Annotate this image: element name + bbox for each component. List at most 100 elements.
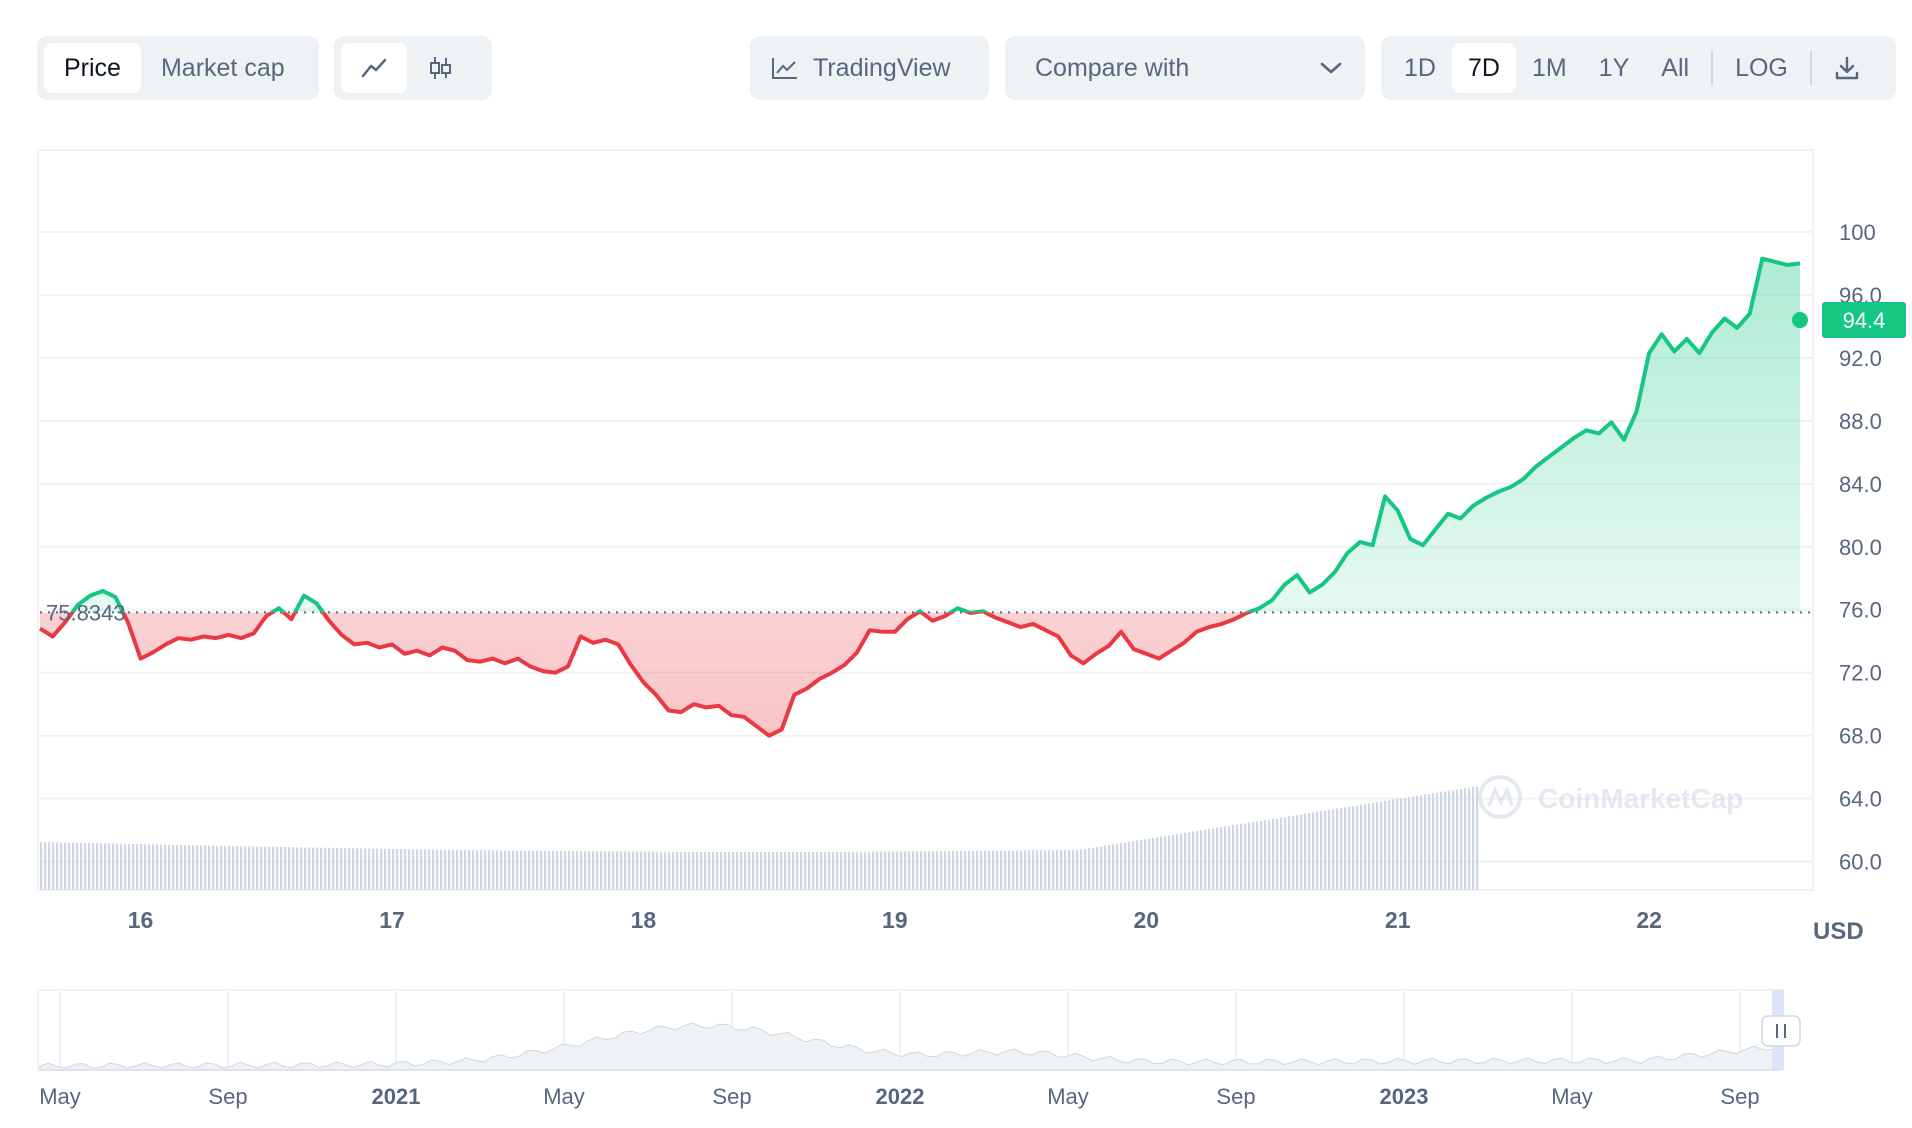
volume-bar [384,848,387,890]
volume-bar [676,851,679,890]
range-1y[interactable]: 1Y [1598,53,1630,82]
range-1d[interactable]: 1D [1404,53,1436,82]
volume-bar [1072,849,1075,890]
volume-bar [200,845,203,890]
volume-bar [1268,819,1271,890]
volume-bar [748,851,751,890]
volume-bar [1344,807,1347,890]
navigator-tick-label: Sep [712,1084,751,1109]
navigator[interactable]: May Sep 2021 May Sep 2022 May Sep 2023 May Sep [37,989,1801,1109]
tradingview-button[interactable]: TradingView [750,36,989,100]
volume-bar [276,846,279,890]
volume-bar [904,851,907,890]
navigator-history-area [39,1022,1781,1071]
candlestick-button[interactable] [407,43,473,93]
volume-bar [1288,816,1291,890]
volume-bar [1052,850,1055,890]
volume-bar [1088,848,1091,890]
volume-bar [1096,846,1099,890]
volume-bar [720,851,723,890]
volume-bar [1468,787,1471,890]
compare-dropdown[interactable]: Compare with [1005,36,1365,100]
volume-bar [848,851,851,890]
volume-bar [932,851,935,890]
series-line-down [38,612,1255,738]
navigator-tick-label: May [1551,1084,1593,1109]
volume-bar [1080,849,1083,890]
volume-bar [844,851,847,890]
volume-bar [600,851,603,890]
volume-bar [360,848,363,890]
volume-bar [688,851,691,890]
download-button[interactable] [1818,43,1876,93]
y-tick-label: 100 [1839,220,1876,245]
volume-bar [1444,791,1447,890]
volume-bar [916,851,919,890]
navigator-tick-label: 2021 [372,1084,421,1109]
volume-bar [316,847,319,890]
volume-bar [620,851,623,890]
volume-bar [592,851,595,890]
x-tick-label: 22 [1636,907,1662,933]
line-chart-button[interactable] [341,43,407,93]
log-toggle[interactable]: LOG [1735,53,1788,82]
volume-bar [860,851,863,890]
volume-bar [1148,838,1151,890]
volume-bar [452,849,455,890]
tab-price[interactable]: Price [44,43,141,93]
volume-bar [1172,834,1175,890]
volume-bar [952,851,955,890]
chart-toolbar: Price Market cap TradingView Compare wit… [0,0,1912,110]
volume-bar [220,845,223,890]
volume-bar [240,846,243,890]
volume-bar [140,844,143,890]
range-all[interactable]: All [1661,53,1690,82]
volume-bar [868,851,871,890]
volume-bar [1020,850,1023,890]
current-point-marker[interactable] [1792,312,1808,329]
volume-bar [1044,850,1047,890]
volume-bar [476,850,479,890]
volume-bar [1392,799,1395,890]
divider [1711,51,1714,85]
range-1m[interactable]: 1M [1531,53,1567,82]
volume-bar [280,846,283,890]
x-axis: 16 17 18 19 20 21 22 [128,907,1662,933]
volume-bar [288,847,291,890]
volume-bar [328,847,331,890]
volume-bar [372,848,375,890]
volume-bar [520,850,523,890]
volume-bar [872,851,875,890]
range-7d[interactable]: 7D [1451,43,1516,93]
volume-bar [1224,826,1227,890]
volume-bar [212,845,215,890]
volume-bar [92,843,95,890]
volume-bar [312,847,315,890]
volume-bar [364,848,367,890]
volume-bar [52,842,55,890]
volume-bar [588,851,591,890]
volume-bar [880,851,883,890]
volume-bar [1056,849,1059,890]
navigator-handle[interactable] [1761,1015,1801,1047]
tab-market-cap[interactable]: Market cap [160,53,285,82]
volume-bar [340,848,343,890]
volume-bar [136,844,139,890]
volume-bar [1168,835,1171,890]
volume-bar [1048,850,1051,890]
volume-bar [408,849,411,890]
volume-bar [1404,797,1407,890]
volume-bar [468,850,471,890]
volume-bar [1060,849,1063,890]
volume-bar [1284,816,1287,890]
volume-bar [1436,792,1439,890]
volume-bar [176,844,179,890]
volume-bar [348,848,351,890]
volume-bar [1376,802,1379,890]
baseline-label: 75.8343 [46,600,126,625]
volume-bar [956,851,959,890]
volume-bar [1440,791,1443,890]
volume-bar [944,851,947,890]
volume-bar [192,845,195,890]
